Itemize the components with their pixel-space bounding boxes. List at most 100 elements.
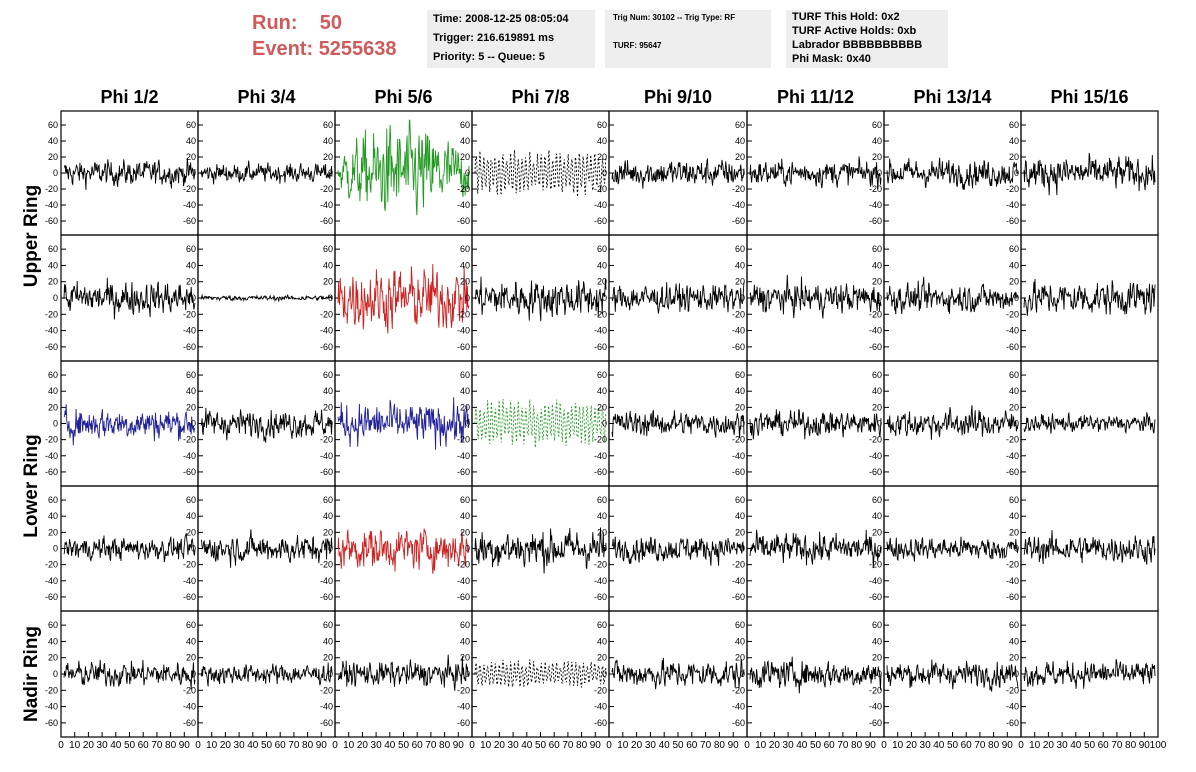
event-value: 5255638: [318, 38, 397, 60]
y-tick-label: 60: [323, 120, 333, 130]
waveform-line: [63, 404, 196, 446]
x-tick-label: 50: [261, 740, 273, 751]
y-tick-label: 60: [1009, 120, 1019, 130]
x-tick-label: 40: [933, 740, 945, 751]
x-tick-label: 10: [1029, 740, 1041, 751]
y-tick-label: 60: [735, 495, 745, 505]
waveform-line: [611, 536, 745, 566]
x-tick-label: 10: [617, 740, 629, 751]
x-tick-label: 30: [783, 740, 795, 751]
y-tick-label: -40: [45, 451, 58, 461]
y-tick-label: -40: [1006, 326, 1019, 336]
y-tick-label: 40: [186, 136, 196, 146]
y-tick-label: 0: [740, 544, 745, 554]
y-tick-label: -60: [1006, 216, 1019, 226]
y-tick-label: -40: [869, 702, 882, 712]
x-tick-label: 10: [343, 740, 355, 751]
y-tick-label: -40: [594, 702, 607, 712]
y-tick-label: 60: [735, 120, 745, 130]
waveform-line: [749, 656, 882, 694]
x-tick-label: 20: [357, 740, 369, 751]
x-tick-label: 40: [110, 740, 122, 751]
x-tick-label: 80: [988, 740, 1000, 751]
y-tick-label: 40: [460, 636, 470, 646]
y-tick-label: 60: [323, 244, 333, 254]
x-tick-label: 80: [1125, 740, 1137, 751]
y-tick-label: 40: [872, 260, 882, 270]
y-tick-label: 60: [460, 120, 470, 130]
y-tick-label: 60: [48, 244, 58, 254]
y-tick-label: 20: [186, 152, 196, 162]
y-tick-label: -40: [869, 576, 882, 586]
trig-num-text: Trig Num: 30102 -- Trig Type: RF: [613, 13, 736, 22]
waveform-line: [200, 529, 333, 568]
y-tick-label: -20: [457, 309, 470, 319]
panel-frame: [1020, 610, 1159, 738]
y-tick-label: 20: [597, 527, 607, 537]
y-tick-label: -20: [457, 685, 470, 695]
x-tick-label: 50: [947, 740, 959, 751]
y-tick-label: -20: [732, 435, 745, 445]
y-tick-label: 0: [1014, 293, 1019, 303]
y-tick-label: 20: [323, 402, 333, 412]
y-tick-label: 20: [1009, 277, 1019, 287]
y-tick-label: -40: [594, 451, 607, 461]
y-tick-label: 60: [597, 120, 607, 130]
waveform-line: [611, 281, 745, 314]
y-tick-label: -40: [732, 576, 745, 586]
y-tick-label: 20: [460, 402, 470, 412]
y-tick-label: 20: [323, 152, 333, 162]
y-tick-label: -20: [183, 309, 196, 319]
y-tick-label: -20: [732, 685, 745, 695]
y-tick-label: 60: [872, 495, 882, 505]
y-tick-label: -60: [1006, 592, 1019, 602]
y-tick-label: 60: [872, 244, 882, 254]
y-tick-label: 20: [186, 653, 196, 663]
y-tick-label: 20: [460, 653, 470, 663]
y-tick-label: 40: [1009, 260, 1019, 270]
y-tick-label: -40: [732, 702, 745, 712]
y-tick-label: 60: [323, 620, 333, 630]
waveform-line: [474, 398, 607, 448]
y-tick-label: 40: [735, 511, 745, 521]
waveform-line: [337, 528, 470, 574]
y-tick-label: -40: [594, 326, 607, 336]
y-tick-label: 0: [1014, 669, 1019, 679]
y-tick-label: 0: [328, 544, 333, 554]
x-tick-label: 90: [453, 740, 465, 751]
y-tick-label: -20: [1006, 309, 1019, 319]
y-tick-label: 40: [323, 511, 333, 521]
y-tick-label: -20: [183, 184, 196, 194]
y-tick-label: 20: [1009, 402, 1019, 412]
run-event-block: Run: 50 Event: 5255638: [252, 10, 397, 62]
y-tick-label: -60: [45, 718, 58, 728]
x-tick-label: 50: [672, 740, 684, 751]
x-tick-label: 30: [371, 740, 383, 751]
y-tick-label: 0: [53, 168, 58, 178]
x-tick-label: 60: [549, 740, 561, 751]
y-tick-label: -60: [45, 467, 58, 477]
y-tick-label: -20: [320, 184, 333, 194]
y-tick-label: 0: [53, 544, 58, 554]
y-tick-label: 0: [740, 293, 745, 303]
y-tick-label: 60: [48, 495, 58, 505]
y-tick-label: 60: [872, 620, 882, 630]
y-tick-label: -20: [45, 685, 58, 695]
y-tick-label: -60: [320, 718, 333, 728]
x-tick-label: 0: [606, 740, 612, 751]
y-tick-label: 0: [602, 293, 607, 303]
y-tick-label: -40: [457, 326, 470, 336]
y-tick-label: 20: [323, 277, 333, 287]
y-tick-label: -20: [45, 435, 58, 445]
y-tick-label: 0: [877, 669, 882, 679]
x-tick-label: 60: [138, 740, 150, 751]
y-tick-label: -40: [320, 702, 333, 712]
x-tick-label: 0: [881, 740, 887, 751]
y-tick-label: -60: [732, 216, 745, 226]
y-tick-label: 40: [1009, 511, 1019, 521]
y-tick-label: -20: [1006, 560, 1019, 570]
x-tick-label: 0: [58, 740, 64, 751]
x-tick-label: 50: [535, 740, 547, 751]
y-tick-label: 40: [735, 136, 745, 146]
y-tick-label: -20: [1006, 184, 1019, 194]
